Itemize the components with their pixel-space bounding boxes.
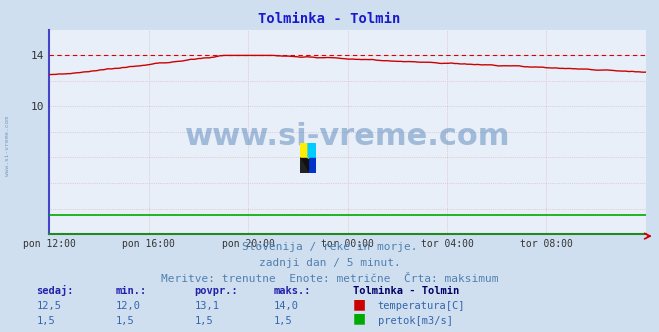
Text: 1,5: 1,5 <box>115 316 134 326</box>
Text: povpr.:: povpr.: <box>194 286 238 296</box>
Polygon shape <box>300 158 308 173</box>
Text: 14,0: 14,0 <box>273 301 299 311</box>
Polygon shape <box>308 158 316 173</box>
Text: ■: ■ <box>353 311 366 325</box>
Text: 1,5: 1,5 <box>273 316 292 326</box>
Text: ■: ■ <box>353 297 366 311</box>
Text: Slovenija / reke in morje.: Slovenija / reke in morje. <box>242 242 417 252</box>
Text: 12,0: 12,0 <box>115 301 140 311</box>
Text: pretok[m3/s]: pretok[m3/s] <box>378 316 453 326</box>
Polygon shape <box>308 158 316 173</box>
Text: 13,1: 13,1 <box>194 301 219 311</box>
Text: 1,5: 1,5 <box>36 316 55 326</box>
Text: 1,5: 1,5 <box>194 316 213 326</box>
Text: www.si-vreme.com: www.si-vreme.com <box>5 116 11 176</box>
Text: maks.:: maks.: <box>273 286 311 296</box>
Polygon shape <box>300 143 308 158</box>
Text: zadnji dan / 5 minut.: zadnji dan / 5 minut. <box>258 258 401 268</box>
Text: Meritve: trenutne  Enote: metrične  Črta: maksimum: Meritve: trenutne Enote: metrične Črta: … <box>161 274 498 284</box>
Polygon shape <box>300 143 308 158</box>
Polygon shape <box>300 158 308 173</box>
Text: sedaj:: sedaj: <box>36 285 74 296</box>
Text: temperatura[C]: temperatura[C] <box>378 301 465 311</box>
Text: 12,5: 12,5 <box>36 301 61 311</box>
Text: Tolminka - Tolmin: Tolminka - Tolmin <box>258 12 401 26</box>
Text: www.si-vreme.com: www.si-vreme.com <box>185 122 510 150</box>
Text: Tolminka - Tolmin: Tolminka - Tolmin <box>353 286 459 296</box>
Polygon shape <box>308 143 316 158</box>
Text: min.:: min.: <box>115 286 146 296</box>
Polygon shape <box>308 143 316 158</box>
